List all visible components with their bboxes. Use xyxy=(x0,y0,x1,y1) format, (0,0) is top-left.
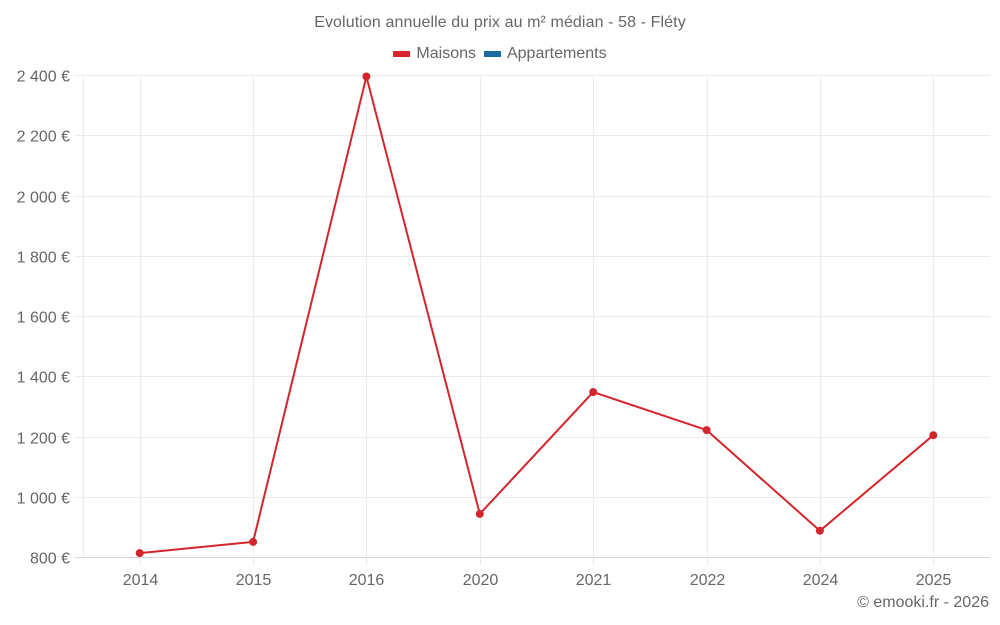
data-point[interactable] xyxy=(702,426,711,435)
y-tick-label: 2 000 € xyxy=(17,190,70,207)
y-tick-label: 1 800 € xyxy=(17,250,70,267)
y-tick-label: 2 400 € xyxy=(17,69,70,86)
data-point[interactable] xyxy=(475,509,484,518)
legend-swatch-maisons xyxy=(393,51,411,57)
x-tick-label: 2020 xyxy=(463,572,499,589)
y-tick-label: 800 € xyxy=(30,551,70,568)
legend-item-appartements[interactable]: Appartements xyxy=(483,45,607,63)
y-axis: 800 € 1 000 € 1 200 € 1 400 € 1 600 € 1 800 €… xyxy=(17,69,70,568)
x-tick-label: 2025 xyxy=(916,572,952,589)
chart-title: Evolution annuelle du prix au m² médian … xyxy=(314,14,686,31)
series-maisons xyxy=(135,72,938,558)
credit-text: © emooki.fr - 2026 xyxy=(857,594,989,611)
legend: Maisons Appartements xyxy=(0,45,1000,63)
y-tick-label: 1 600 € xyxy=(17,310,70,327)
data-point[interactable] xyxy=(929,431,938,440)
x-tick-label: 2015 xyxy=(236,572,272,589)
x-tick-label: 2014 xyxy=(123,572,159,589)
data-point[interactable] xyxy=(589,388,598,397)
legend-item-maisons[interactable]: Maisons xyxy=(393,45,476,63)
data-point[interactable] xyxy=(362,72,371,81)
legend-swatch-appartements xyxy=(483,51,501,57)
legend-label-maisons: Maisons xyxy=(416,45,476,62)
x-tick-label: 2022 xyxy=(690,572,726,589)
y-tick-label: 1 000 € xyxy=(17,491,70,508)
x-tick-label: 2016 xyxy=(349,572,385,589)
gridlines xyxy=(75,75,990,566)
y-tick-label: 2 200 € xyxy=(17,129,70,146)
x-tick-label: 2024 xyxy=(803,572,839,589)
legend-label-appartements: Appartements xyxy=(506,45,607,62)
data-point[interactable] xyxy=(249,537,258,546)
data-point[interactable] xyxy=(815,526,824,535)
y-tick-label: 1 200 € xyxy=(17,431,70,448)
x-tick-label: 2021 xyxy=(576,572,612,589)
y-tick-label: 1 400 € xyxy=(17,370,70,387)
series-line-maisons xyxy=(139,75,934,555)
x-axis: 2014 2015 2016 2020 2021 2022 2024 2025 xyxy=(123,572,952,589)
data-point[interactable] xyxy=(135,549,144,558)
